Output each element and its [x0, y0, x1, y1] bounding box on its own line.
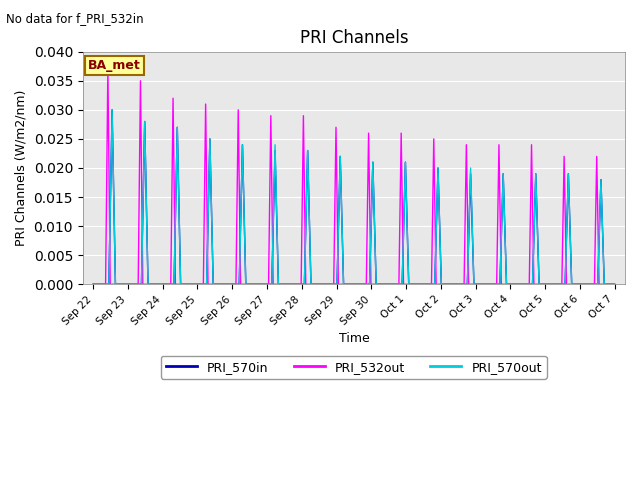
Title: PRI Channels: PRI Channels: [300, 29, 408, 48]
PRI_570in: [278, 281, 286, 287]
PRI_570in: [398, 281, 406, 287]
PRI_570in: [420, 281, 428, 287]
Y-axis label: PRI Channels (W/m2/nm): PRI Channels (W/m2/nm): [15, 90, 28, 246]
PRI_570in: [476, 281, 484, 287]
PRI_570out: [116, 281, 124, 287]
PRI_532out: [476, 281, 484, 287]
Line: PRI_570in: PRI_570in: [93, 110, 614, 284]
PRI_570out: [476, 281, 484, 287]
PRI_532out: [278, 281, 286, 287]
PRI_570in: [116, 281, 124, 287]
PRI_570out: [420, 281, 428, 287]
PRI_532out: [104, 66, 112, 72]
Line: PRI_532out: PRI_532out: [93, 69, 614, 284]
PRI_570out: [611, 281, 618, 287]
PRI_570in: [611, 281, 618, 287]
Line: PRI_570out: PRI_570out: [93, 110, 614, 284]
PRI_532out: [611, 281, 618, 287]
PRI_532out: [90, 281, 97, 287]
Text: BA_met: BA_met: [88, 59, 141, 72]
PRI_570out: [504, 281, 511, 287]
PRI_570in: [90, 281, 97, 287]
PRI_570out: [278, 281, 286, 287]
PRI_570in: [108, 107, 116, 113]
PRI_570out: [108, 107, 116, 113]
PRI_570in: [504, 281, 511, 287]
PRI_532out: [420, 281, 428, 287]
Legend: PRI_570in, PRI_532out, PRI_570out: PRI_570in, PRI_532out, PRI_570out: [161, 356, 547, 379]
PRI_532out: [504, 281, 511, 287]
PRI_570out: [398, 281, 406, 287]
X-axis label: Time: Time: [339, 332, 369, 345]
PRI_570out: [90, 281, 97, 287]
PRI_532out: [398, 169, 406, 175]
Text: No data for f_PRI_532in: No data for f_PRI_532in: [6, 12, 144, 25]
PRI_532out: [116, 281, 124, 287]
